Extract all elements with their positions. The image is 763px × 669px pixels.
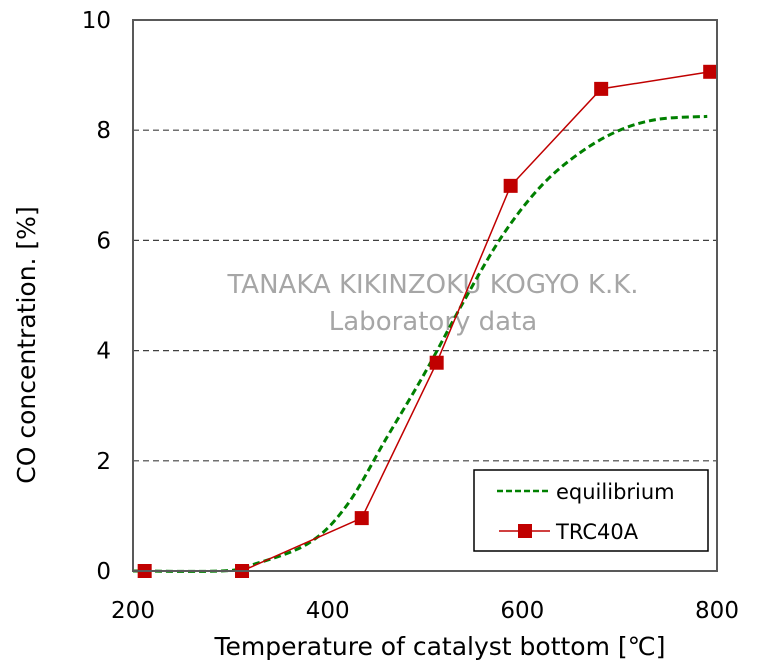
legend-trc40a-marker xyxy=(518,524,532,538)
watermark-line-2: Laboratory data xyxy=(329,307,537,337)
x-axis-label: Temperature of catalyst bottom [℃] xyxy=(213,632,665,661)
series-TRC40A-marker xyxy=(354,511,369,526)
legend: equilibrium TRC40A xyxy=(473,469,709,552)
x-tick-label: 200 xyxy=(111,598,155,624)
legend-equilibrium-label: equilibrium xyxy=(556,480,675,504)
series-TRC40A-marker xyxy=(503,178,518,193)
series-TRC40A-marker xyxy=(594,81,609,96)
legend-trc40a-label: TRC40A xyxy=(555,520,639,544)
x-tick-label: 400 xyxy=(306,598,350,624)
watermark: TANAKA KIKINZOKU KOGYO K.K. Laboratory d… xyxy=(226,270,638,337)
series-layer xyxy=(132,64,718,578)
y-tick-label: 2 xyxy=(96,449,111,475)
series-TRC40A-marker xyxy=(703,64,718,79)
y-tick-label: 4 xyxy=(96,339,111,365)
series-equilibrium-line xyxy=(132,114,708,573)
legend-box xyxy=(473,469,709,552)
watermark-line-1: TANAKA KIKINZOKU KOGYO K.K. xyxy=(226,270,638,300)
x-tick-label: 800 xyxy=(695,598,739,624)
tick-labels: 0 2 4 6 8 10 200 400 600 800 xyxy=(82,8,739,624)
plot-frame xyxy=(132,19,718,572)
grid-lines xyxy=(133,129,717,462)
series-TRC40A-marker xyxy=(429,355,444,370)
y-axis-label: CO concentration. [%] xyxy=(12,206,41,483)
y-tick-label: 6 xyxy=(96,228,111,254)
y-tick-label: 0 xyxy=(96,559,111,585)
y-tick-label: 8 xyxy=(96,118,111,144)
y-tick-label: 10 xyxy=(82,8,111,34)
x-tick-label: 600 xyxy=(500,598,544,624)
